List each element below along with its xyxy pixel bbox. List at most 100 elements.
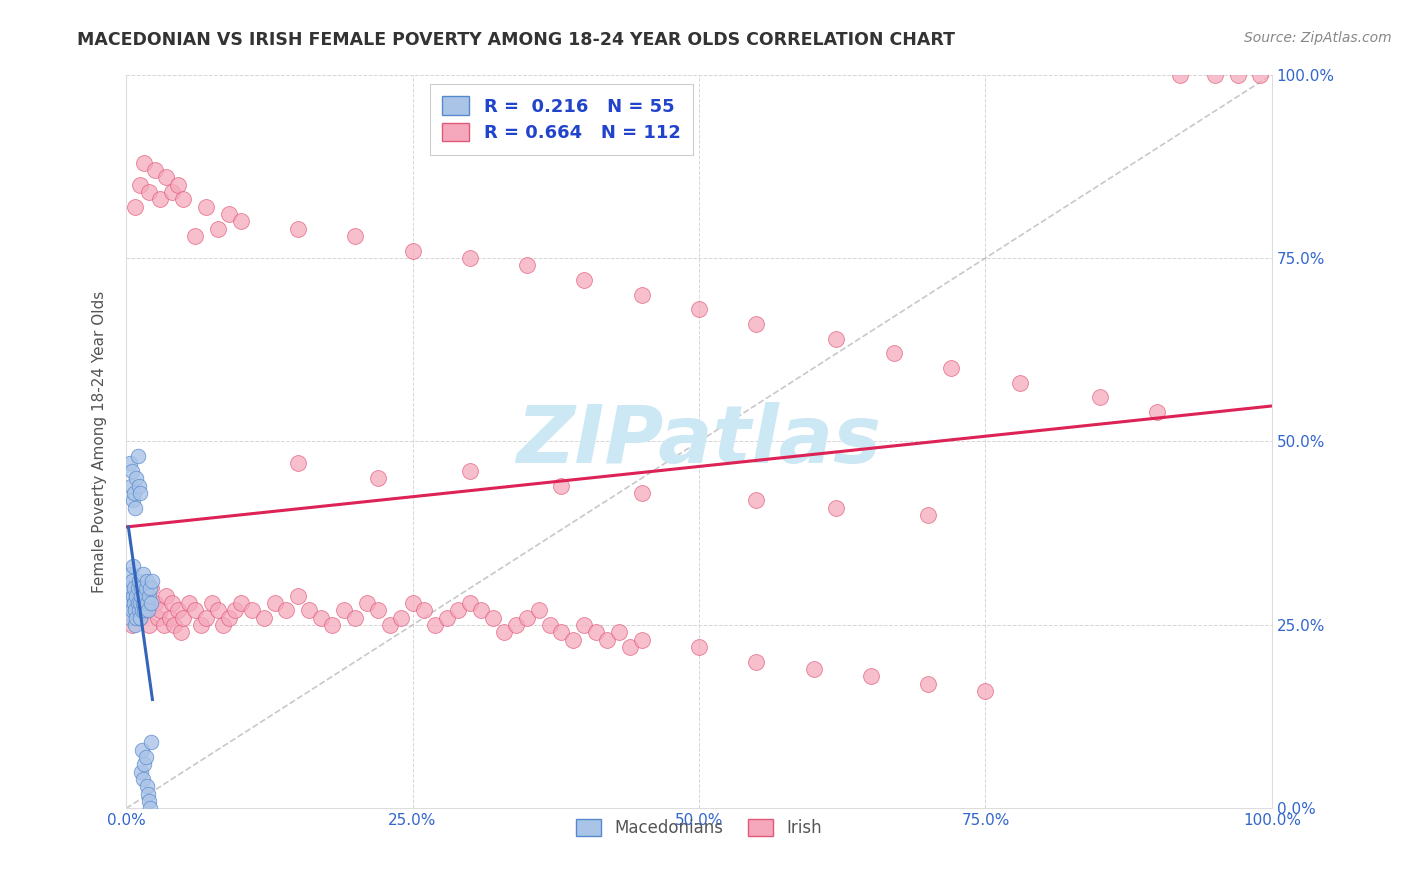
Point <box>1088 391 1111 405</box>
Text: Source: ZipAtlas.com: Source: ZipAtlas.com <box>1244 31 1392 45</box>
Point <box>585 625 607 640</box>
Point <box>470 603 492 617</box>
Point <box>139 581 162 595</box>
Point <box>135 581 157 595</box>
Point <box>401 596 423 610</box>
Point <box>149 603 172 617</box>
Point <box>125 589 148 603</box>
Point <box>172 610 194 624</box>
Point <box>125 471 148 485</box>
Point <box>184 603 207 617</box>
Point <box>132 772 155 786</box>
Point <box>143 163 166 178</box>
Point <box>207 603 229 617</box>
Point <box>127 596 149 610</box>
Point <box>190 618 212 632</box>
Point <box>458 251 481 265</box>
Point <box>252 610 274 624</box>
Point <box>121 603 143 617</box>
Point <box>1249 68 1271 82</box>
Point <box>155 589 177 603</box>
Point <box>574 618 596 632</box>
Point <box>1008 376 1031 390</box>
Point <box>287 457 309 471</box>
Point <box>974 684 997 698</box>
Point <box>321 618 343 632</box>
Point <box>141 581 163 595</box>
Point <box>128 574 150 588</box>
Point <box>129 589 152 603</box>
Point <box>240 603 263 617</box>
Point <box>745 655 768 669</box>
Point <box>538 618 561 632</box>
Point <box>218 610 240 624</box>
Point <box>516 258 538 272</box>
Point <box>138 618 160 632</box>
Point <box>146 610 169 624</box>
Point <box>207 221 229 235</box>
Point <box>458 596 481 610</box>
Point <box>122 581 145 595</box>
Point <box>550 478 572 492</box>
Point <box>166 603 188 617</box>
Point <box>134 155 156 169</box>
Point <box>436 610 458 624</box>
Point <box>344 229 367 244</box>
Point <box>917 676 939 690</box>
Point <box>135 603 157 617</box>
Text: ZIPatlas: ZIPatlas <box>516 402 882 481</box>
Point <box>117 596 139 610</box>
Point <box>172 192 194 206</box>
Point <box>128 596 150 610</box>
Point <box>883 346 905 360</box>
Point <box>160 185 183 199</box>
Point <box>127 449 149 463</box>
Point <box>939 361 962 376</box>
Point <box>356 596 378 610</box>
Point <box>121 574 143 588</box>
Point <box>630 486 652 500</box>
Point <box>825 500 848 515</box>
Point <box>134 603 156 617</box>
Point <box>129 764 152 779</box>
Point <box>344 610 367 624</box>
Point <box>122 486 145 500</box>
Point <box>1226 68 1249 82</box>
Point <box>125 610 148 624</box>
Point <box>122 559 145 574</box>
Point <box>177 596 200 610</box>
Point <box>574 273 596 287</box>
Point <box>218 207 240 221</box>
Point <box>527 603 550 617</box>
Point <box>129 581 152 595</box>
Point <box>134 757 156 772</box>
Point <box>149 192 172 206</box>
Point <box>401 244 423 258</box>
Point <box>120 566 142 581</box>
Point <box>124 603 146 617</box>
Point <box>138 794 160 808</box>
Point <box>122 589 145 603</box>
Point <box>562 632 585 647</box>
Point <box>212 618 235 632</box>
Point <box>745 317 768 331</box>
Point <box>128 486 150 500</box>
Point <box>505 618 527 632</box>
Point <box>425 618 447 632</box>
Point <box>128 603 150 617</box>
Point <box>127 581 149 595</box>
Point <box>170 625 193 640</box>
Point <box>124 618 146 632</box>
Point <box>859 669 882 683</box>
Point <box>1168 68 1191 82</box>
Point <box>298 603 321 617</box>
Point <box>389 610 412 624</box>
Point <box>229 596 252 610</box>
Point <box>135 596 157 610</box>
Point <box>413 603 436 617</box>
Point <box>917 508 939 522</box>
Point <box>229 214 252 228</box>
Text: MACEDONIAN VS IRISH FEMALE POVERTY AMONG 18-24 YEAR OLDS CORRELATION CHART: MACEDONIAN VS IRISH FEMALE POVERTY AMONG… <box>77 31 955 49</box>
Point <box>124 603 146 617</box>
Point <box>128 478 150 492</box>
